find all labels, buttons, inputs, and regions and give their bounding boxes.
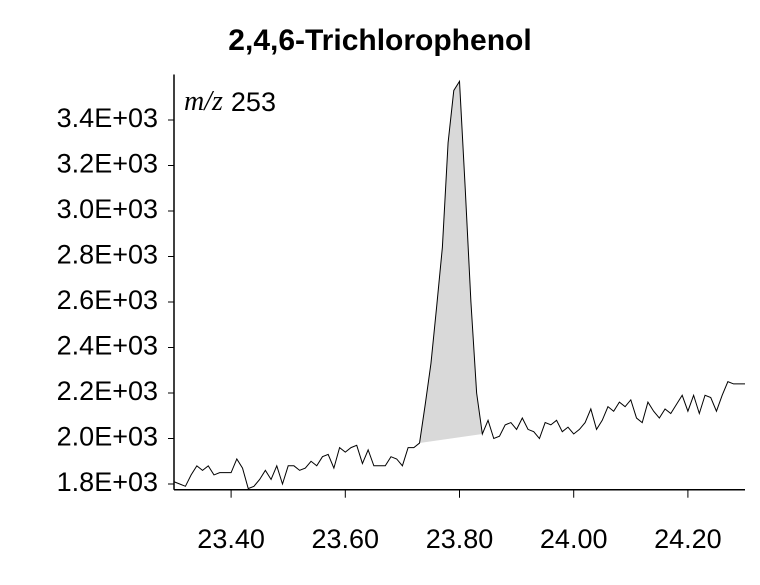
- y-tick-label: 2.2E+03: [57, 376, 158, 406]
- y-tick-label: 2.0E+03: [57, 422, 158, 452]
- y-tick-label: 2.4E+03: [57, 331, 158, 361]
- y-tick-label: 2.6E+03: [57, 285, 158, 315]
- x-tick-label: 23.60: [312, 524, 380, 554]
- x-tick-label: 24.00: [540, 524, 608, 554]
- annotation-value: 253: [231, 87, 276, 117]
- annotation: m/z 253: [184, 86, 276, 117]
- y-tick-label: 3.0E+03: [57, 194, 158, 224]
- chart-title: 2,4,6-Trichlorophenol: [228, 24, 531, 57]
- y-tick-label: 2.8E+03: [57, 240, 158, 270]
- x-tick-label: 23.80: [426, 524, 494, 554]
- x-tick-label: 24.20: [654, 524, 722, 554]
- annotation-label: m/z: [184, 86, 223, 117]
- trace-line: [173, 79, 745, 490]
- x-tick-label: 23.40: [197, 524, 265, 554]
- y-tick-label: 3.2E+03: [57, 149, 158, 179]
- y-tick-label: 3.4E+03: [57, 103, 158, 133]
- peak-area: [419, 81, 483, 444]
- y-tick-label: 1.8E+03: [57, 467, 158, 497]
